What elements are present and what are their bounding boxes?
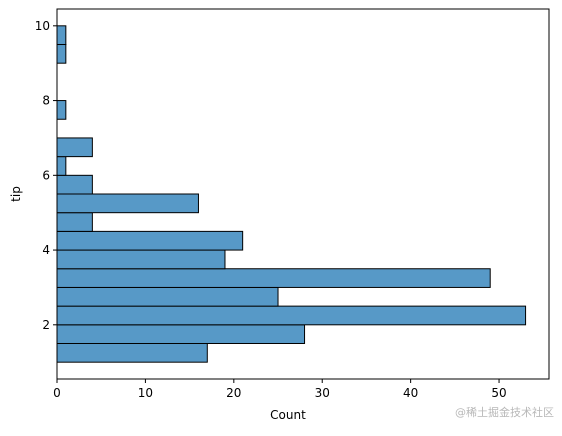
bar (56, 324, 306, 344)
watermark: @稀土掘金技术社区 (455, 405, 554, 419)
bar (56, 156, 67, 176)
y-tick-label: 10 (35, 19, 50, 33)
bar (56, 305, 527, 326)
y-tick-label: 6 (42, 168, 50, 182)
bar (56, 44, 67, 64)
y-tick-label: 4 (42, 243, 50, 257)
bar (56, 230, 244, 251)
bar (56, 342, 208, 363)
y-axis-label: tip (9, 186, 23, 202)
bar (56, 212, 93, 232)
bar (56, 100, 67, 120)
y-tick-label: 2 (42, 318, 50, 332)
bar (56, 286, 279, 307)
x-tick-label: 30 (315, 386, 330, 400)
bar (56, 174, 93, 195)
x-tick-label: 50 (491, 386, 506, 400)
bar (56, 25, 67, 46)
x-axis-label: Count (270, 408, 306, 422)
bar (56, 249, 226, 270)
bar (56, 268, 491, 288)
plot-frame (56, 8, 550, 380)
x-tick-label: 40 (403, 386, 418, 400)
x-tick-label: 20 (226, 386, 241, 400)
bar (56, 193, 199, 214)
bar (56, 137, 93, 158)
x-tick-label: 10 (138, 386, 153, 400)
y-tick-label: 8 (42, 94, 50, 108)
x-tick-label: 0 (53, 386, 61, 400)
